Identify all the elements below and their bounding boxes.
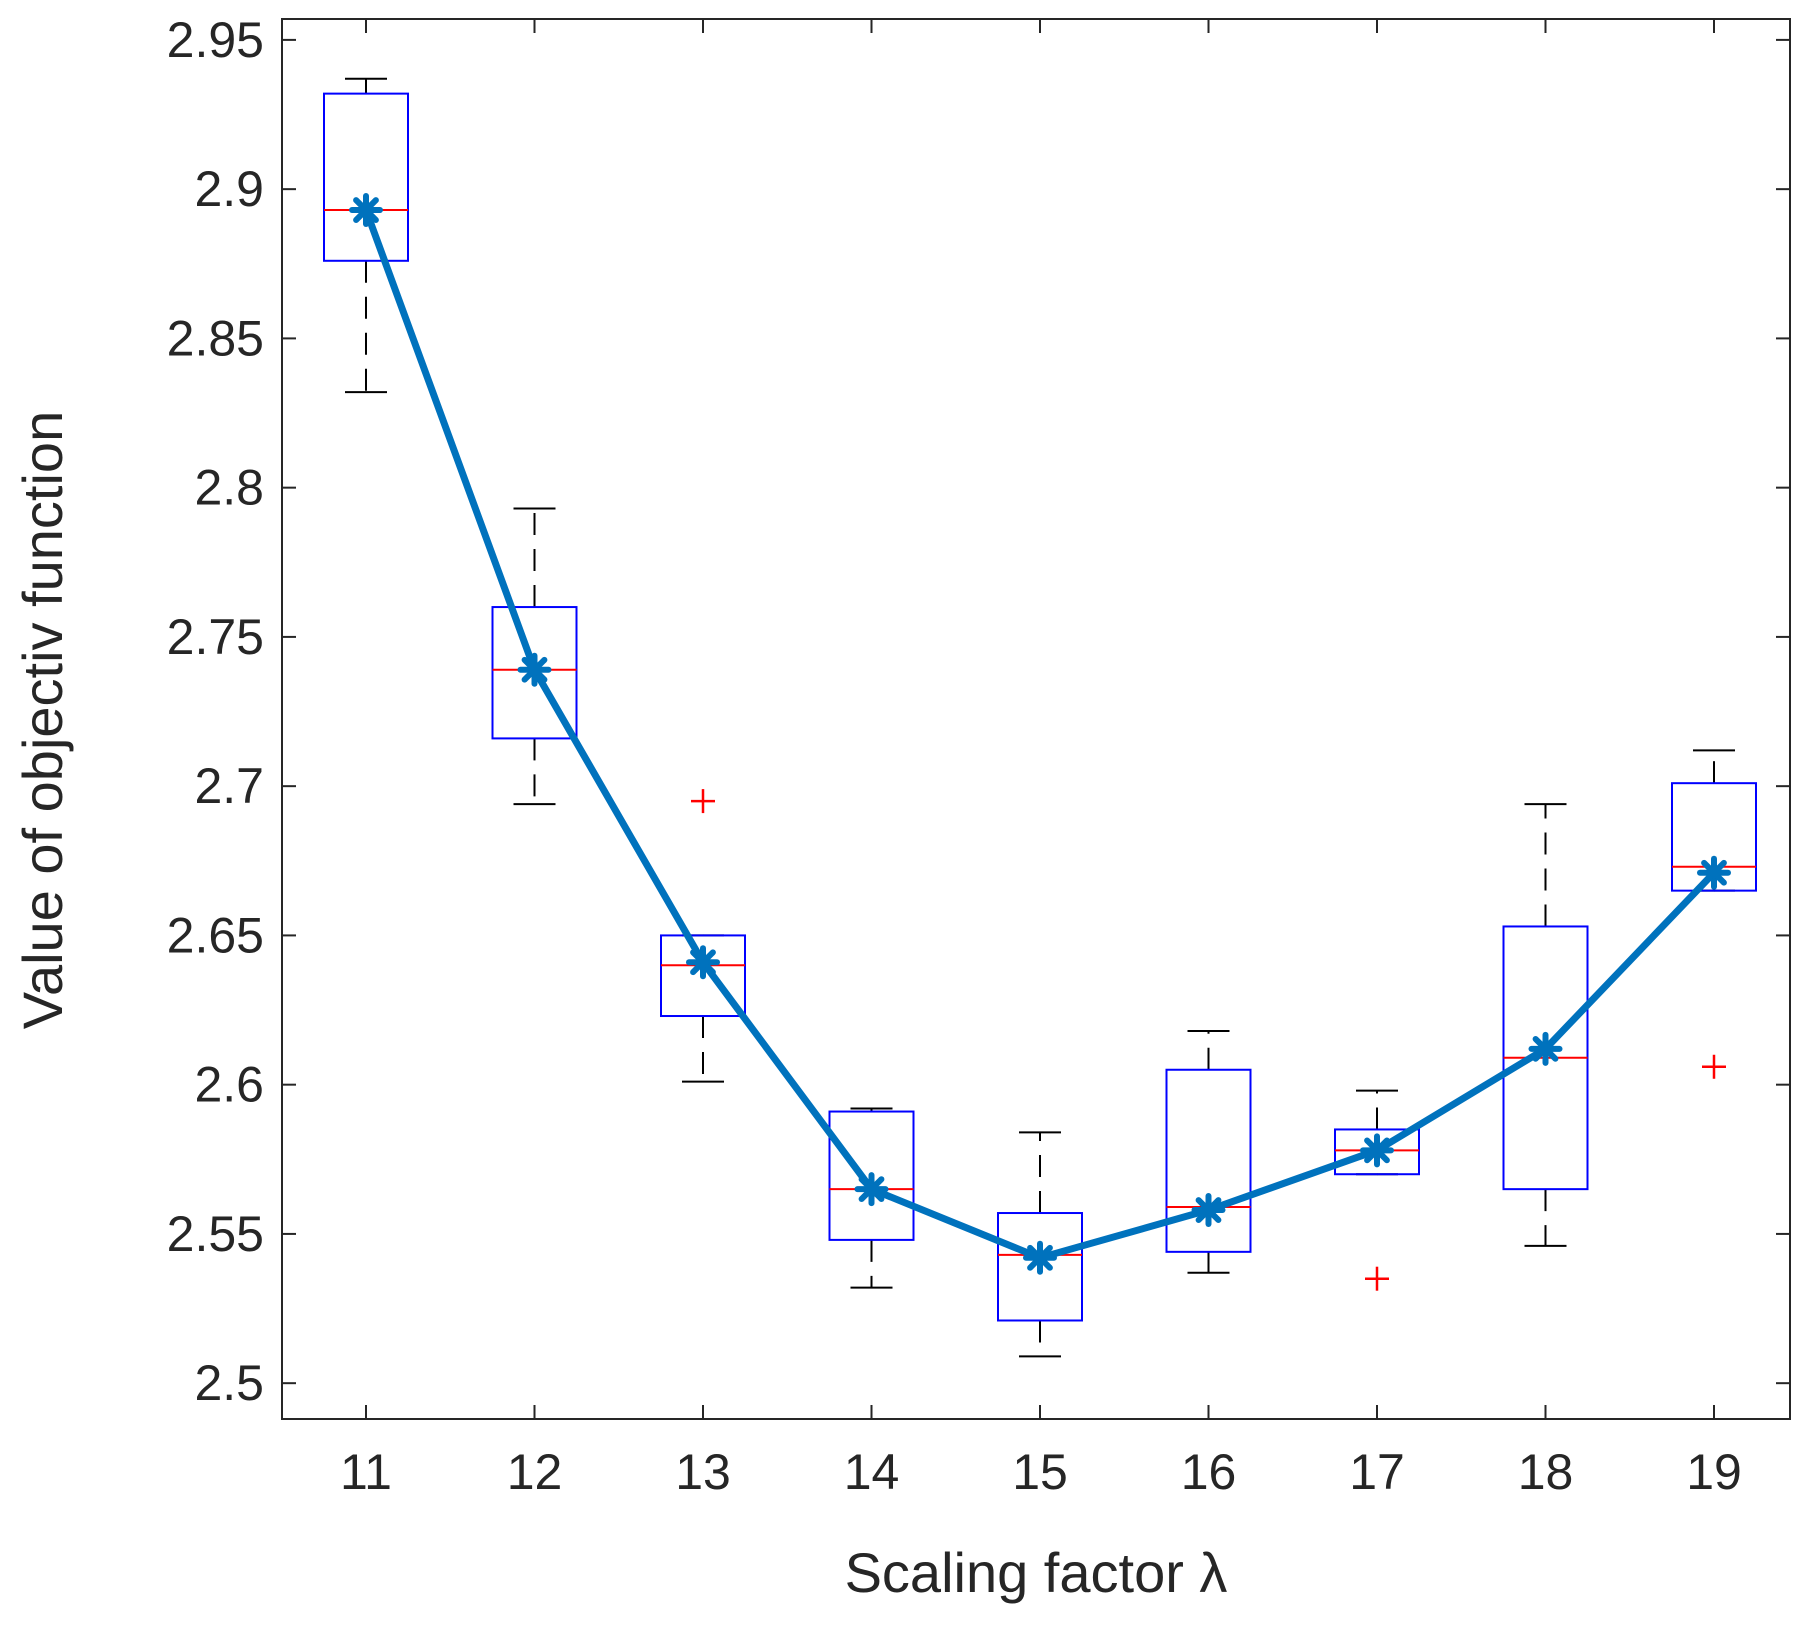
y-tick-label: 2.9 (194, 161, 264, 217)
asterisk-center (528, 663, 541, 676)
mean-point (349, 193, 383, 228)
x-tick-label: 18 (1518, 1444, 1574, 1500)
mean-point (854, 1172, 889, 1207)
mean-series (349, 193, 1731, 1275)
asterisk-center (1708, 866, 1720, 879)
y-tick-label: 2.85 (167, 310, 264, 366)
box-iqr (997, 1212, 1083, 1322)
box-iqr (1334, 1128, 1420, 1176)
asterisk-center (360, 204, 372, 217)
box-17 (1334, 1089, 1420, 1291)
mean-point (686, 945, 720, 980)
x-tick-label: 14 (844, 1444, 900, 1500)
mean-point (1023, 1240, 1057, 1275)
x-tick-label: 12 (507, 1444, 563, 1500)
box-iqr (660, 934, 746, 1018)
y-tick-label: 2.65 (167, 907, 264, 963)
x-tick-label: 16 (1181, 1444, 1237, 1500)
mean-point (1360, 1133, 1394, 1168)
mean-point (517, 652, 552, 687)
mean-point (1191, 1193, 1226, 1228)
y-tick-label: 2.7 (194, 758, 264, 814)
x-tick-label: 11 (340, 1444, 392, 1500)
x-tick-label: 17 (1349, 1444, 1405, 1500)
asterisk-center (1202, 1204, 1215, 1217)
box-16 (1165, 1029, 1252, 1274)
axes-frame (281, 18, 1791, 1420)
box-iqr (323, 92, 409, 262)
y-tick-label: 2.75 (167, 609, 264, 665)
y-tick-label: 2.55 (167, 1206, 264, 1262)
x-tick-label: 13 (675, 1444, 731, 1500)
y-axis-label: Value of objectiv function (11, 411, 74, 1029)
asterisk-center (1539, 1042, 1552, 1055)
y-tick-label: 2.5 (194, 1355, 264, 1411)
x-axis-label: Scaling factor λ (845, 1541, 1228, 1604)
mean-point (1528, 1031, 1563, 1066)
asterisk-center (697, 956, 709, 969)
ticks-group: 2.5 2.55 2.6 2.65 2.7 2.75 2.8 2.85 2.9 2.95 11 12 1… (167, 12, 1790, 1500)
box-iqr (828, 1110, 915, 1241)
box-iqr (1165, 1068, 1252, 1253)
y-tick-label: 2.8 (194, 460, 264, 516)
x-tick-label: 19 (1686, 1444, 1742, 1500)
box-iqr (1671, 782, 1757, 892)
y-tick-label: 2.95 (167, 12, 264, 68)
y-tick-label: 2.6 (194, 1057, 264, 1113)
asterisk-center (865, 1183, 878, 1196)
box-iqr (491, 606, 578, 740)
x-tick-label: 15 (1012, 1444, 1068, 1500)
plot-area (282, 19, 1790, 1419)
mean-point (1697, 855, 1731, 890)
box-15 (997, 1131, 1083, 1358)
asterisk-center (1034, 1251, 1046, 1264)
box-13 (660, 789, 746, 1083)
asterisk-center (1371, 1144, 1383, 1157)
